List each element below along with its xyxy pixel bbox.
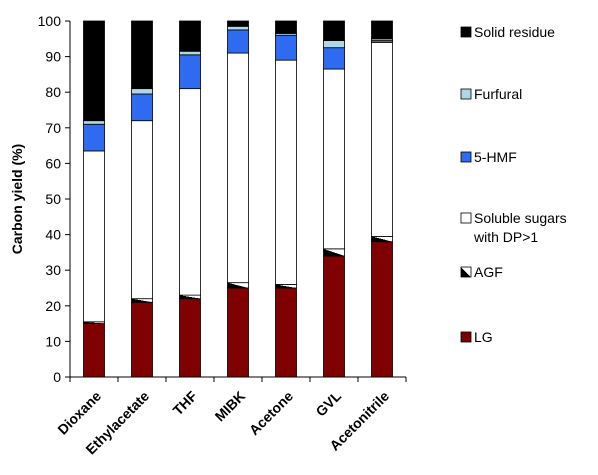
x-tick-label: Dioxane [54,388,104,438]
bar-segment-soluble-sugars-with-dp-1 [179,88,201,296]
bar-segment-furfural [131,88,153,95]
bar-segment-solid-residue [227,20,249,27]
legend-label: LG [474,329,493,345]
y-tick-label: 80 [45,84,61,100]
bar-segment-agf [323,248,345,257]
legend: Solid residue Furfural 5-HMF Soluble sugars… [460,24,567,345]
y-tick-label: 40 [45,227,61,243]
bar-segment-solid-residue [323,20,345,41]
y-axis-label: Carbon yield (%) [9,144,25,254]
bar-segment-lg [83,323,105,378]
bar-segment-5-hmf [131,93,153,122]
legend-swatch [460,331,472,343]
legend-label: AGF [474,264,503,280]
bar-segment-agf [179,294,201,300]
bar-segment-lg [227,287,249,378]
legend-swatch [460,88,472,100]
x-tick-label: MIBK [212,388,249,425]
legend-swatch [460,212,472,224]
bar-segment-solid-residue [179,20,201,52]
bar-segment-furfural [323,40,345,49]
bar-segment-soluble-sugars-with-dp-1 [323,68,345,250]
bar-segment-soluble-sugars-with-dp-1 [83,150,105,323]
bar-segment-solid-residue [371,20,393,40]
bar-segment-furfural [227,25,249,31]
legend-label: Solid residue [474,24,555,40]
x-tick-label: Acetone [246,388,297,439]
bar-segment-furfural [83,120,105,125]
bar-segment-5-hmf [275,34,297,61]
y-tick-label: 30 [45,262,61,278]
bar-segment-solid-residue [275,20,297,34]
x-tick-label: GVL [312,387,344,419]
legend-swatch [460,151,472,163]
bar-segment-soluble-sugars-with-dp-1 [275,59,297,285]
bar-segment-5-hmf [179,54,201,90]
bar-segment-solid-residue [83,20,105,122]
y-tick-label: 20 [45,298,61,314]
legend-swatch [460,266,472,278]
bar-segment-furfural [179,50,201,56]
bar-segment-agf [275,284,297,289]
bar-segment-lg [275,287,297,378]
y-tick-label: 90 [45,49,61,65]
legend-label: 5-HMF [474,149,517,165]
bar-segment-soluble-sugars-with-dp-1 [131,120,153,300]
legend-label: with DP>1 [473,229,538,245]
bar-segment-lg [371,241,393,378]
y-tick-label: 50 [45,191,61,207]
bar-segment-5-hmf [323,47,345,70]
bar-segment-lg [323,255,345,378]
legend-label: Soluble sugars [474,210,567,226]
y-tick-label: 10 [45,333,61,349]
bar-segment-5-hmf [83,123,105,152]
plot-area: 0102030405060708090100DioxaneEthylacetat… [38,13,407,457]
legend-label: Furfural [474,86,522,102]
bar-segment-solid-residue [131,20,153,90]
bar-segment-lg [179,298,201,378]
y-tick-label: 70 [45,120,61,136]
bar-segment-soluble-sugars-with-dp-1 [227,52,249,284]
y-tick-label: 100 [38,13,62,29]
bar-segment-soluble-sugars-with-dp-1 [371,41,393,237]
bar-segment-agf [371,235,393,243]
y-tick-label: 60 [45,155,61,171]
bar-segment-agf [131,298,153,303]
y-tick-label: 0 [53,369,61,385]
bar-segment-agf [227,282,249,289]
x-tick-label: THF [170,387,201,418]
legend-swatch [460,26,472,38]
bar-segment-5-hmf [227,29,249,54]
bar-segment-lg [131,301,153,378]
